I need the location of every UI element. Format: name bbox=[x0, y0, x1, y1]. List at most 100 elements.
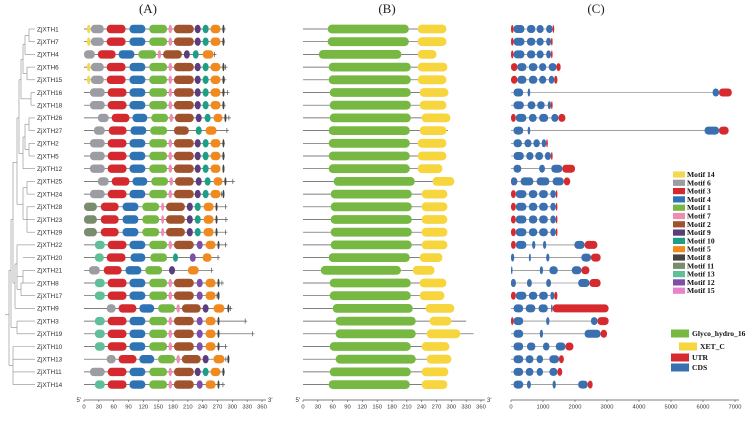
glyco-hydro-16-domain bbox=[327, 24, 409, 34]
motif-box-4 bbox=[129, 342, 146, 351]
xet-c-domain bbox=[426, 354, 452, 364]
glyco-hydro-16-domain bbox=[329, 278, 411, 288]
motif-box-1 bbox=[142, 228, 160, 237]
motif-box-4 bbox=[129, 380, 146, 389]
xet-c-domain bbox=[432, 177, 455, 186]
xet-c-domain bbox=[419, 253, 443, 262]
xet-c-domain bbox=[417, 164, 443, 174]
utr-segment bbox=[584, 240, 598, 249]
motif-box-2 bbox=[173, 126, 189, 135]
utr-segment bbox=[511, 202, 516, 211]
motif-box-9 bbox=[194, 88, 201, 97]
motif-box-5 bbox=[203, 228, 214, 237]
cds-segment bbox=[528, 202, 538, 211]
b-tick-label: 180 bbox=[387, 405, 397, 411]
utr-segment bbox=[589, 279, 601, 287]
motif-box-2 bbox=[166, 215, 185, 224]
a-tick-label: 240 bbox=[198, 405, 208, 411]
cds-segment bbox=[546, 317, 550, 326]
gene-labels: ZjXTH1 ZjXTH7 ZjXTH4 ZjXTH6 ZjXTH15 ZjXTH16 Zj… bbox=[37, 26, 63, 389]
glyco-hydro-16-domain bbox=[335, 354, 416, 364]
cds-segment bbox=[552, 380, 556, 389]
motif-box-5 bbox=[213, 113, 223, 123]
motif-box-6 bbox=[90, 37, 104, 46]
utr-segment bbox=[511, 63, 518, 72]
cds-segment bbox=[527, 88, 531, 97]
cds-segment bbox=[538, 304, 548, 313]
cds-segment bbox=[527, 342, 536, 351]
motif-box-5 bbox=[205, 342, 216, 351]
utr-segment bbox=[587, 380, 593, 389]
motif-box-10 bbox=[173, 253, 178, 262]
cds-segment bbox=[513, 88, 524, 97]
motif-box-3 bbox=[107, 164, 127, 173]
motif-box-9 bbox=[194, 37, 201, 46]
panel-c-axis: 0 1000 2000 3000 4000 5000 6000 7000 bbox=[509, 399, 741, 411]
motif-box-2 bbox=[173, 151, 194, 161]
motif-box-6 bbox=[90, 24, 104, 34]
motif-box-3 bbox=[107, 101, 127, 110]
motif-box-1 bbox=[149, 278, 168, 288]
motif-box-2 bbox=[166, 228, 185, 237]
cds-segment bbox=[539, 228, 548, 237]
motif-box-2 bbox=[173, 189, 194, 199]
b-tick-label: 30 bbox=[315, 405, 321, 411]
gene-label: ZjXTH10 bbox=[37, 344, 63, 351]
domain-legend-swatch bbox=[671, 363, 689, 372]
motif-box-9 bbox=[194, 164, 201, 173]
motif-box-1 bbox=[149, 316, 168, 326]
cds-segment bbox=[513, 37, 525, 46]
motif-box-9 bbox=[183, 50, 190, 59]
cds-segment bbox=[550, 291, 555, 300]
gene-label: ZjXTH29 bbox=[37, 230, 63, 237]
cds-segment bbox=[513, 164, 522, 173]
motif-legend-swatch bbox=[673, 262, 685, 269]
motif-box-1 bbox=[149, 88, 168, 97]
motif-legend-swatch bbox=[673, 279, 685, 286]
glyco-hydro-16-domain bbox=[329, 342, 411, 351]
cds-segment bbox=[513, 380, 524, 389]
motif-box-8 bbox=[215, 202, 218, 211]
gene-label: ZjXTH1 bbox=[37, 26, 59, 33]
cds-segment bbox=[539, 215, 548, 224]
motif-box-4 bbox=[129, 139, 146, 148]
cds-segment bbox=[515, 215, 527, 224]
motif-box-5 bbox=[202, 50, 214, 59]
cds-segment bbox=[513, 101, 524, 110]
cds-segment bbox=[539, 75, 547, 84]
motif-box-6 bbox=[89, 88, 105, 97]
motif-box-6 bbox=[84, 50, 95, 59]
phylogenetic-tree bbox=[5, 28, 35, 385]
glyco-hydro-16-domain bbox=[329, 88, 411, 97]
cds-segment bbox=[544, 152, 551, 160]
gene-label: ZjXTH6 bbox=[37, 64, 59, 71]
motif-box-4 bbox=[132, 113, 148, 123]
motif-box-10 bbox=[202, 164, 209, 173]
motif-box-7 bbox=[168, 342, 173, 351]
motif-box-8 bbox=[224, 113, 227, 123]
motif-box-8 bbox=[222, 101, 225, 110]
motif-box-14 bbox=[86, 62, 91, 72]
motif-box-8 bbox=[217, 329, 220, 338]
cds-segment bbox=[546, 37, 551, 46]
cds-segment bbox=[546, 25, 553, 33]
a-tick-label: 330 bbox=[242, 405, 252, 411]
xet-c-domain bbox=[412, 265, 435, 275]
motif-box-6 bbox=[93, 126, 105, 135]
utr-segment bbox=[511, 113, 516, 122]
motif-legend-swatch bbox=[673, 246, 685, 253]
cds-segment bbox=[528, 228, 538, 237]
motif-box-7 bbox=[168, 151, 173, 161]
motif-box-3 bbox=[106, 37, 126, 46]
gene-label: ZjXTH28 bbox=[37, 204, 63, 211]
xet-c-domain bbox=[419, 88, 449, 97]
glyco-hydro-16-domain bbox=[328, 75, 411, 85]
motif-box-5 bbox=[210, 367, 221, 377]
cds-segment bbox=[546, 253, 550, 262]
motif-box-2 bbox=[173, 24, 194, 34]
domain-legend-label: CDS bbox=[692, 363, 707, 372]
motif-box-1 bbox=[149, 75, 168, 84]
motif-box-4 bbox=[129, 329, 146, 338]
xet-c-domain bbox=[419, 278, 447, 288]
gene-label: ZjXTH4 bbox=[37, 52, 59, 59]
